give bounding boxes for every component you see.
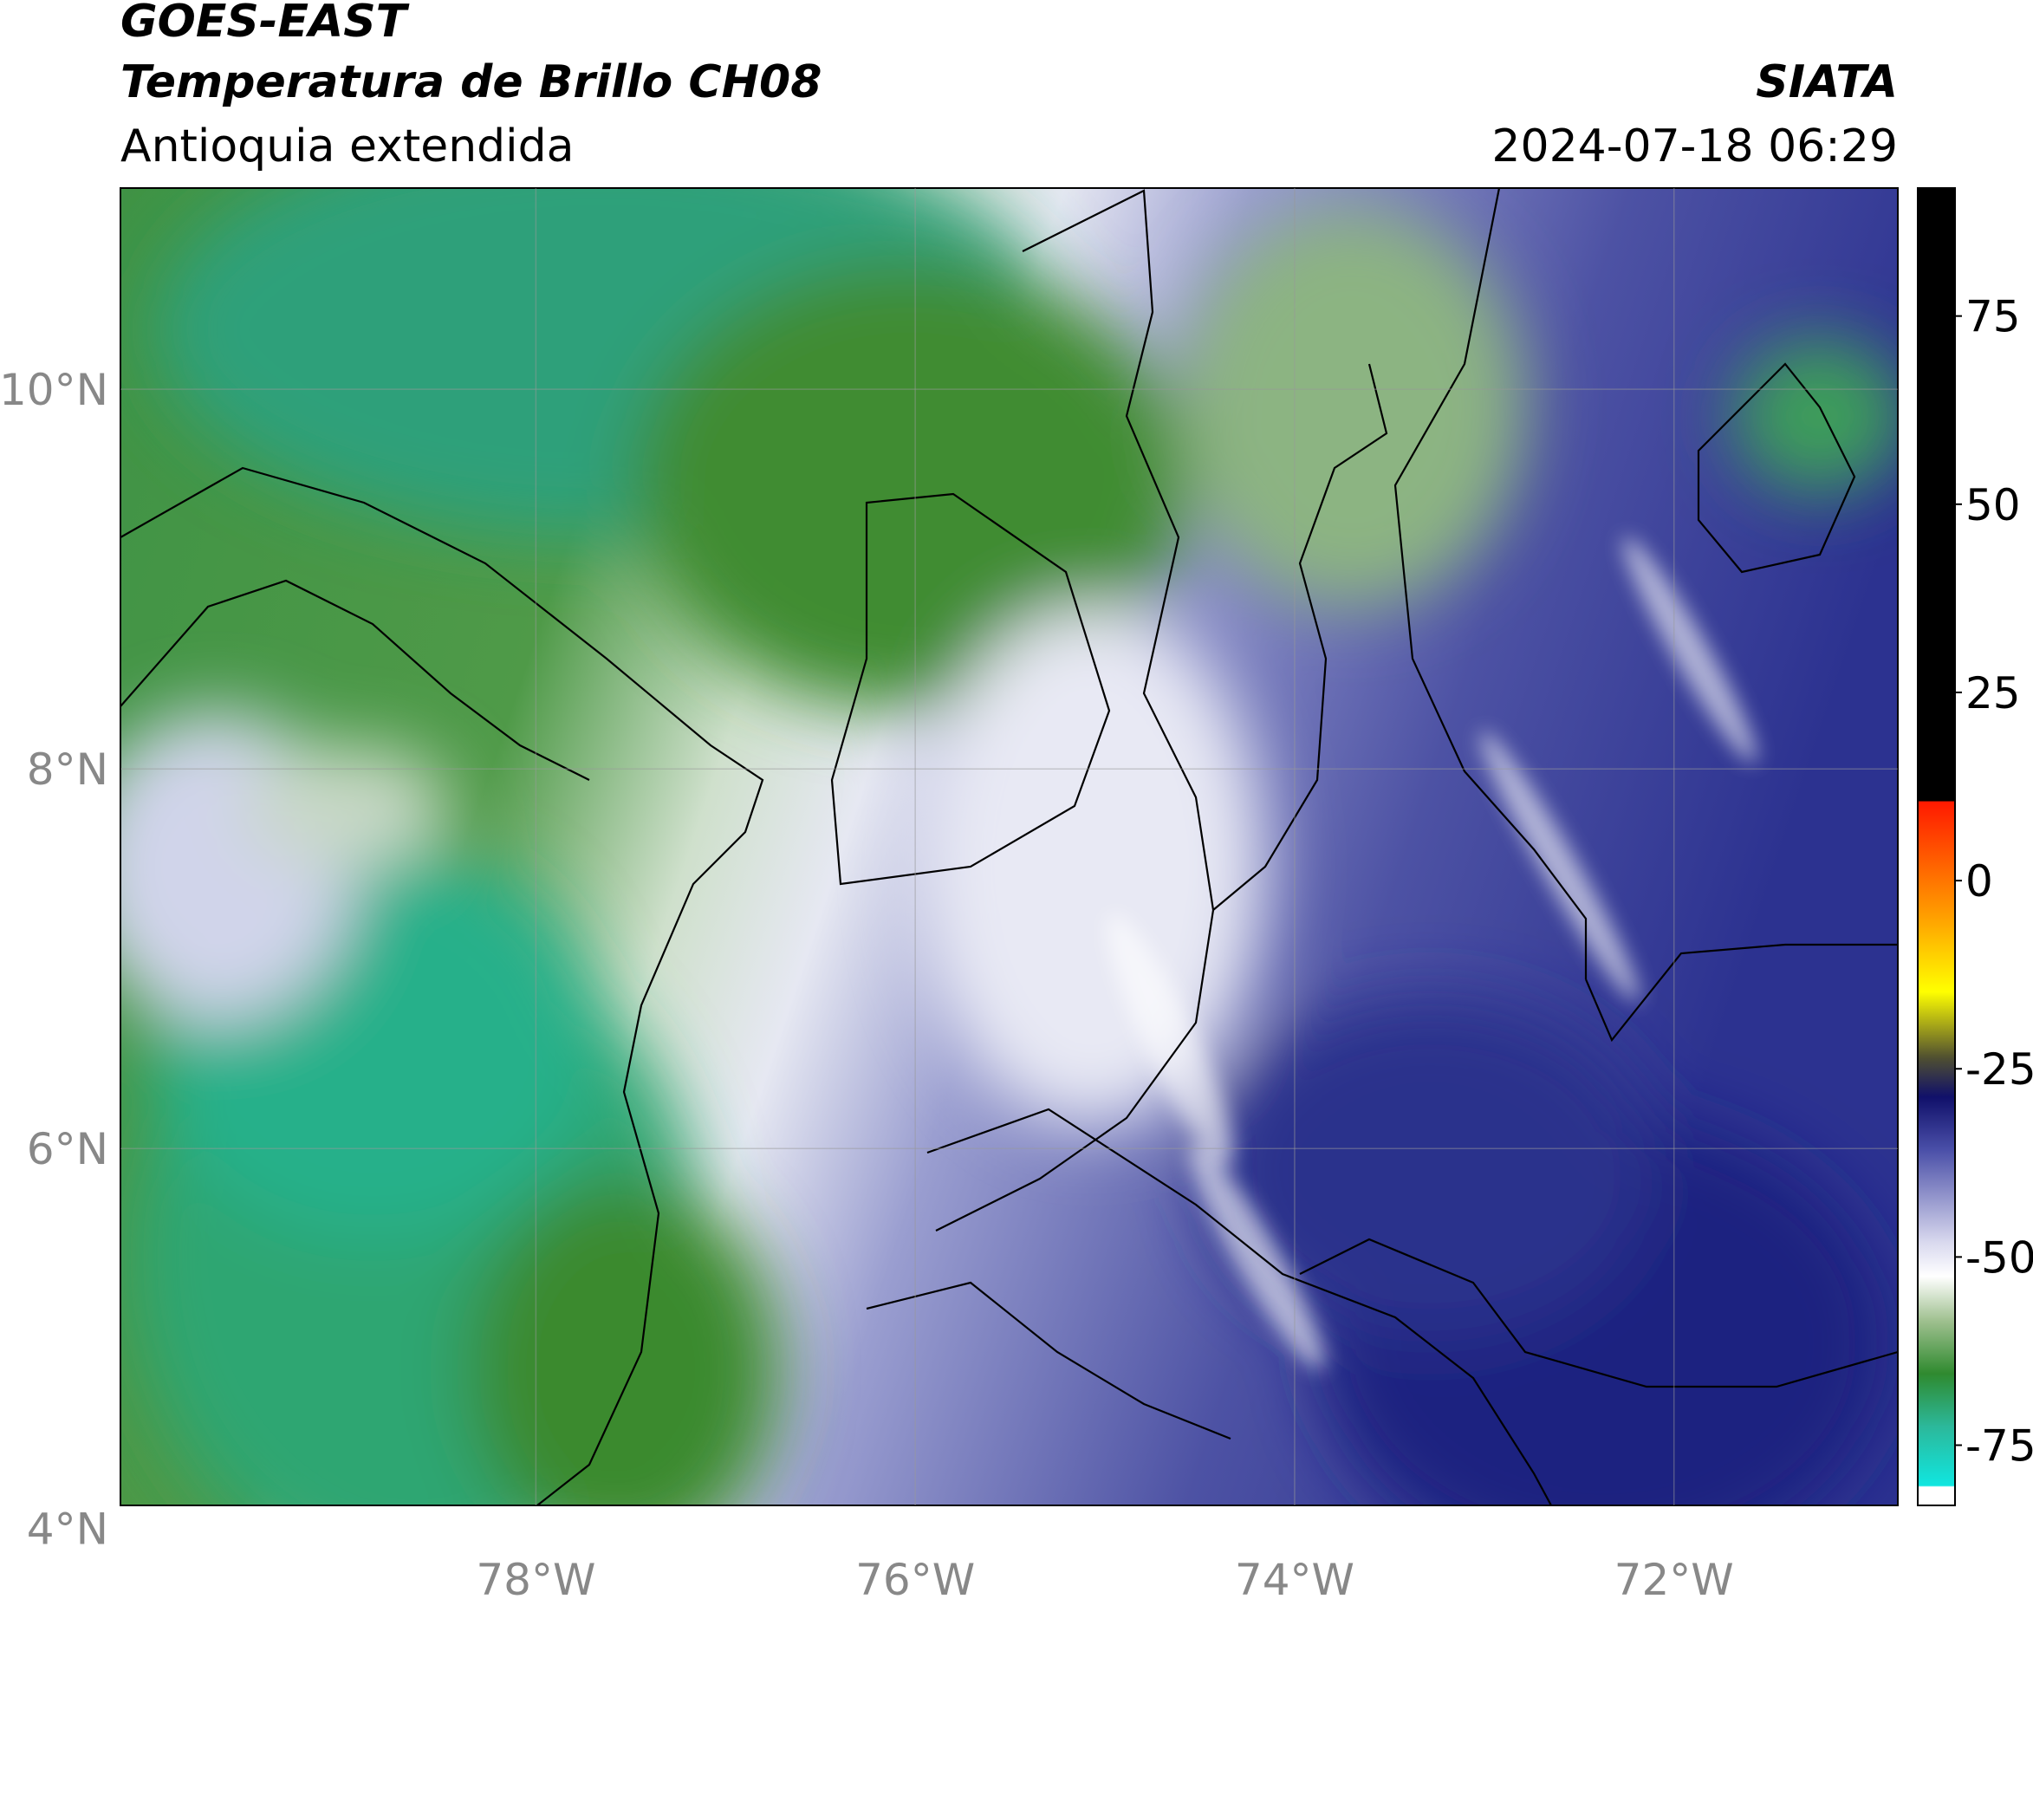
colorbar-tick-label: 0 — [1965, 856, 1993, 907]
colorbar — [1917, 187, 1956, 1506]
x-tick-label: 74°W — [1235, 1555, 1354, 1605]
colorbar-tick-label: 25 — [1965, 668, 2021, 718]
colorbar-tick-label: 50 — [1965, 480, 2021, 530]
title: GOES-EAST — [120, 0, 410, 48]
y-tick-label: 6°N — [27, 1124, 108, 1174]
y-tick-label: 8°N — [27, 744, 108, 795]
colorbar-tick-label: -75 — [1965, 1421, 2033, 1472]
datetime: 2024-07-18 06:29 — [1491, 120, 1898, 172]
source: SIATA — [1756, 56, 1898, 108]
title: Temperatura de Brillo CH08 — [120, 56, 822, 108]
satellite-image — [120, 188, 1898, 1505]
x-tick-label: 72°W — [1614, 1555, 1734, 1605]
colorbar-tick-label: 75 — [1965, 292, 2021, 342]
colorbar-tick-label: -25 — [1965, 1044, 2033, 1095]
subtitle: Antioquia extendida — [120, 120, 575, 172]
x-tick-label: 78°W — [476, 1555, 595, 1605]
map-frame — [120, 187, 1899, 1506]
y-tick-label: 4°N — [27, 1504, 108, 1554]
y-tick-label: 10°N — [0, 365, 108, 415]
colorbar-tick-label: -50 — [1965, 1232, 2033, 1283]
x-tick-label: 76°W — [855, 1555, 975, 1605]
